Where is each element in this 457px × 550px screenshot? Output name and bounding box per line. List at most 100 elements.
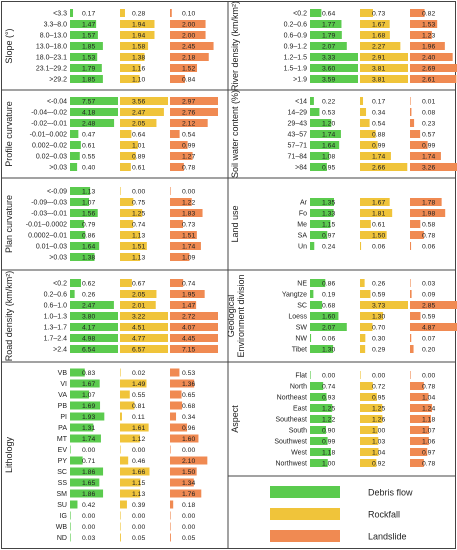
panel-title: Soil water content (%) bbox=[230, 90, 240, 178]
row-label: <-0.09 bbox=[47, 189, 67, 196]
row-label: West bbox=[291, 450, 307, 457]
panel-2: Profile curvature <-0.04 7.57 3.56 2.97-0.04… bbox=[4, 97, 218, 172]
bar-value: 2.72 bbox=[182, 314, 195, 321]
bar-value: 0.00 bbox=[322, 373, 335, 380]
bar-value: 4.07 bbox=[182, 325, 195, 332]
row-label: >1.9 bbox=[293, 77, 307, 84]
bar-value: 1.35 bbox=[322, 200, 335, 207]
bar-value: 2.07 bbox=[322, 325, 335, 332]
panel-title: Profile curvature bbox=[4, 101, 14, 167]
bar-value: 0.59 bbox=[422, 314, 435, 321]
bar-value: 0.05 bbox=[182, 535, 195, 542]
bar-value: 0.02 bbox=[132, 370, 145, 377]
bar-value: 1.52 bbox=[182, 66, 195, 73]
bar-value: 1.34 bbox=[182, 480, 195, 487]
row-label: Loess bbox=[288, 314, 307, 321]
bar-value: 1.12 bbox=[132, 436, 145, 443]
bar-value: 1.18 bbox=[322, 450, 335, 457]
bar-value: 1.50 bbox=[372, 233, 385, 240]
bar-value: 2.61 bbox=[422, 77, 435, 84]
panel-1: River density (km/km²) <0.2 0.64 0.73 0.820.… bbox=[230, 1, 457, 91]
bar-value: 1.64 bbox=[322, 143, 335, 150]
bar-value: 0.34 bbox=[372, 110, 385, 117]
bar-value: 1.49 bbox=[132, 381, 145, 388]
bar-value: 1.93 bbox=[82, 414, 95, 421]
legend-label: Rockfall bbox=[368, 510, 400, 520]
bar-landslide bbox=[410, 312, 420, 320]
bar-rockfall bbox=[120, 369, 121, 377]
panel-title: Aspect bbox=[230, 405, 240, 433]
bar-value: 0.73 bbox=[372, 11, 385, 18]
bar-value: 0.06 bbox=[322, 336, 335, 343]
bar-value: 2.10 bbox=[182, 458, 195, 465]
bar-value: 3.81 bbox=[372, 77, 385, 84]
bar-debris bbox=[70, 163, 77, 171]
bar-value: 2.00 bbox=[182, 22, 195, 29]
bar-value: 1.16 bbox=[132, 66, 145, 73]
bar-value: 4.51 bbox=[132, 325, 145, 332]
row-label: -0.01–0.0002 bbox=[26, 222, 67, 229]
bar-debris bbox=[310, 97, 314, 105]
row-label: -0.01–0.002 bbox=[30, 132, 67, 139]
bar-value: 0.00 bbox=[132, 447, 145, 454]
bar-value: 1.25 bbox=[132, 211, 145, 218]
bar-debris bbox=[310, 9, 321, 17]
bar-value: 1.33 bbox=[322, 211, 335, 218]
bar-value: 1.10 bbox=[132, 77, 145, 84]
row-label: 57–71 bbox=[288, 143, 308, 150]
bar-value: 1.47 bbox=[82, 22, 95, 29]
bar-value: 1.51 bbox=[132, 244, 145, 251]
bar-value: 1.13 bbox=[82, 189, 95, 196]
bar-value: 4.87 bbox=[422, 325, 435, 332]
row-label: 0.02–0.03 bbox=[36, 154, 67, 161]
bar-value: 0.74 bbox=[322, 384, 335, 391]
bar-value: 3.73 bbox=[372, 303, 385, 310]
bar-value: 2.69 bbox=[422, 66, 435, 73]
bar-landslide bbox=[410, 334, 411, 342]
bar-value: 4.98 bbox=[82, 336, 95, 343]
bar-value: 2.45 bbox=[182, 44, 195, 51]
bar-value: 3.33 bbox=[322, 55, 335, 62]
bar-value: 0.92 bbox=[372, 461, 385, 468]
bar-rockfall bbox=[120, 9, 125, 17]
bar-value: 2.18 bbox=[182, 55, 195, 62]
bar-value: 0.86 bbox=[322, 281, 335, 288]
bar-rockfall bbox=[120, 163, 131, 171]
bar-value: 1.13 bbox=[132, 255, 145, 262]
bar-landslide bbox=[410, 119, 414, 127]
bar-value: 1.64 bbox=[82, 244, 95, 251]
bar-value: 1.06 bbox=[422, 439, 435, 446]
row-label: SC bbox=[297, 303, 307, 310]
bar-value: 0.00 bbox=[132, 524, 145, 531]
bar-value: 6.54 bbox=[82, 347, 95, 354]
row-label: Southeast bbox=[275, 417, 307, 424]
bar-rockfall bbox=[360, 108, 366, 116]
bar-value: 0.10 bbox=[182, 11, 195, 18]
bar-value: 0.00 bbox=[132, 513, 145, 520]
bar-rockfall bbox=[120, 187, 121, 195]
row-label: Un bbox=[298, 244, 307, 251]
bar-landslide bbox=[170, 501, 173, 509]
bar-value: 2.47 bbox=[82, 303, 95, 310]
bar-value: 1.74 bbox=[322, 132, 335, 139]
bar-value: 0.83 bbox=[82, 370, 95, 377]
bar-value: 0.05 bbox=[132, 535, 145, 542]
row-label: 8.0–13.0 bbox=[40, 33, 67, 40]
bar-value: 0.00 bbox=[82, 524, 95, 531]
bar-value: 1.53 bbox=[82, 55, 95, 62]
bar-value: 3.26 bbox=[422, 165, 435, 172]
row-label: South bbox=[289, 428, 307, 435]
bar-value: 0.78 bbox=[422, 461, 435, 468]
bar-value: 3.80 bbox=[82, 314, 95, 321]
row-label: VB bbox=[58, 370, 68, 377]
bar-value: 1.96 bbox=[422, 44, 435, 51]
bar-value: 1.38 bbox=[132, 55, 145, 62]
bar-value: 0.17 bbox=[372, 99, 385, 106]
legend-item: Rockfall bbox=[270, 508, 400, 520]
bar-landslide bbox=[410, 220, 420, 228]
row-label: 0.01–0.03 bbox=[36, 244, 67, 251]
bar-value: 0.09 bbox=[422, 292, 435, 299]
row-label: 14–29 bbox=[288, 110, 308, 117]
bar-value: 1.60 bbox=[182, 436, 195, 443]
bar-debris bbox=[310, 290, 313, 298]
